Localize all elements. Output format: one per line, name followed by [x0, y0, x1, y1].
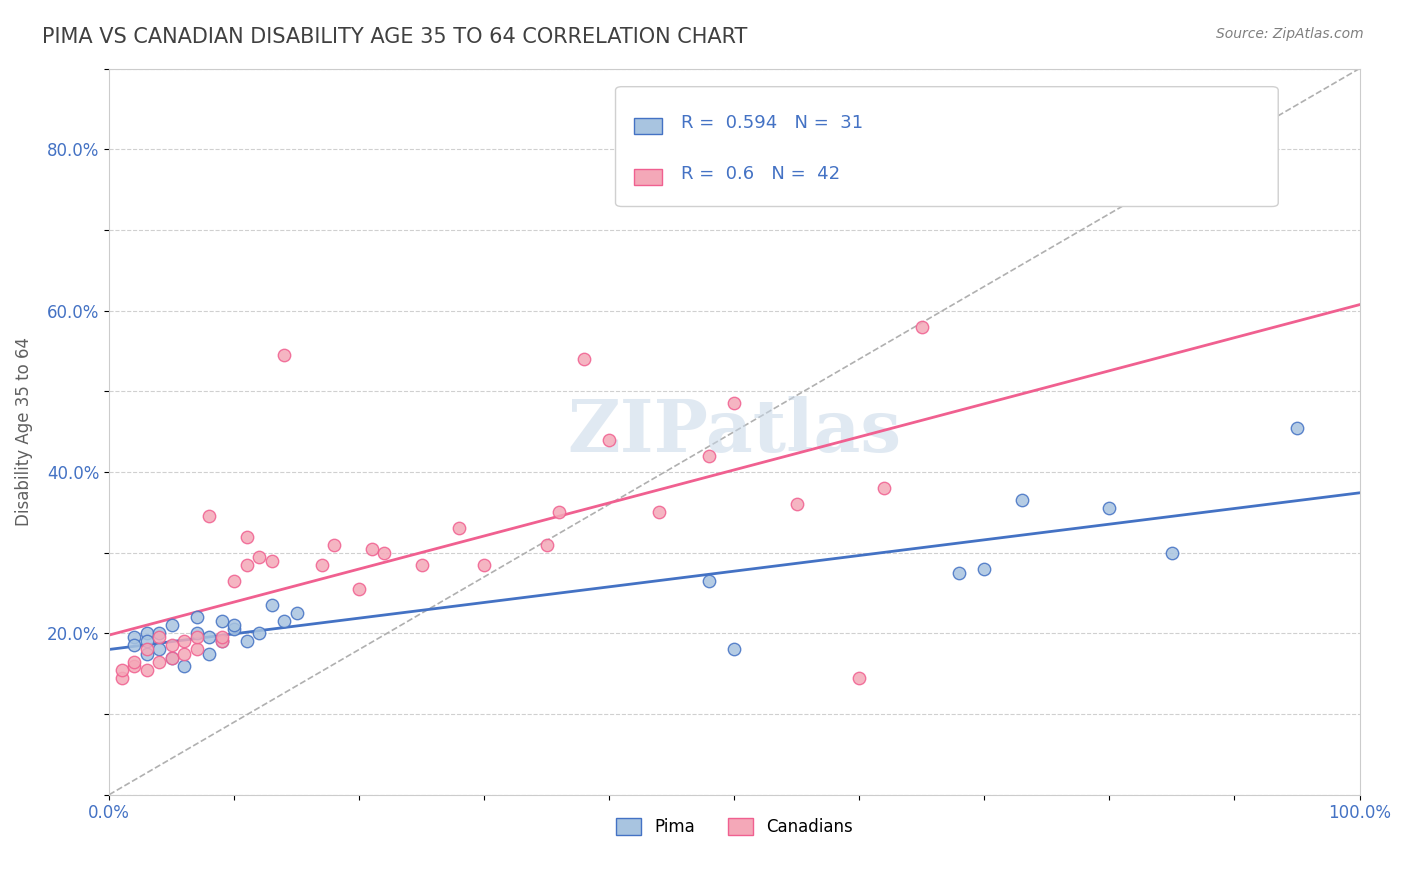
Y-axis label: Disability Age 35 to 64: Disability Age 35 to 64	[15, 337, 32, 526]
Text: Source: ZipAtlas.com: Source: ZipAtlas.com	[1216, 27, 1364, 41]
Point	[235, 529, 257, 543]
Point	[598, 433, 620, 447]
Point	[211, 614, 233, 628]
Point	[247, 549, 270, 564]
Text: R =  0.6   N =  42: R = 0.6 N = 42	[681, 165, 839, 183]
Point	[122, 658, 145, 673]
Point	[373, 546, 395, 560]
Point	[848, 671, 870, 685]
Point	[548, 505, 571, 519]
Point	[186, 631, 208, 645]
Point	[148, 642, 170, 657]
Point	[122, 639, 145, 653]
Point	[411, 558, 433, 572]
Point	[160, 650, 183, 665]
Point	[449, 521, 471, 535]
Point	[224, 622, 246, 636]
Point	[186, 610, 208, 624]
Text: ZIPatlas: ZIPatlas	[567, 396, 901, 467]
Point	[786, 497, 808, 511]
Point	[235, 634, 257, 648]
Point	[160, 639, 183, 653]
Point	[723, 642, 745, 657]
Point	[472, 558, 495, 572]
Point	[211, 634, 233, 648]
Legend: Pima, Canadians: Pima, Canadians	[607, 810, 862, 845]
Point	[360, 541, 382, 556]
Point	[723, 396, 745, 410]
Point	[173, 634, 195, 648]
FancyBboxPatch shape	[634, 169, 662, 185]
Point	[135, 642, 157, 657]
Point	[1161, 546, 1184, 560]
Point	[224, 574, 246, 588]
Text: R =  0.594   N =  31: R = 0.594 N = 31	[681, 114, 863, 132]
Point	[211, 631, 233, 645]
Point	[697, 574, 720, 588]
Point	[186, 642, 208, 657]
Point	[148, 631, 170, 645]
Point	[911, 319, 934, 334]
Point	[285, 606, 308, 620]
Point	[323, 538, 346, 552]
Point	[273, 614, 295, 628]
Point	[198, 631, 221, 645]
Point	[648, 505, 671, 519]
Point	[873, 481, 896, 495]
Point	[536, 538, 558, 552]
Point	[135, 663, 157, 677]
FancyBboxPatch shape	[634, 118, 662, 134]
Point	[311, 558, 333, 572]
Point	[122, 631, 145, 645]
Point	[347, 582, 370, 596]
Point	[110, 663, 132, 677]
Point	[198, 647, 221, 661]
Point	[173, 658, 195, 673]
Point	[186, 626, 208, 640]
Point	[135, 634, 157, 648]
Point	[697, 449, 720, 463]
Point	[148, 626, 170, 640]
Point	[224, 618, 246, 632]
Point	[198, 509, 221, 524]
Point	[122, 655, 145, 669]
Point	[273, 348, 295, 362]
Point	[135, 626, 157, 640]
Point	[260, 598, 283, 612]
Point	[260, 554, 283, 568]
Point	[160, 650, 183, 665]
Point	[148, 655, 170, 669]
Point	[160, 618, 183, 632]
Point	[110, 671, 132, 685]
Point	[135, 647, 157, 661]
Point	[1285, 420, 1308, 434]
FancyBboxPatch shape	[616, 87, 1278, 206]
Point	[173, 647, 195, 661]
Point	[211, 634, 233, 648]
Point	[247, 626, 270, 640]
Point	[973, 562, 995, 576]
Point	[235, 558, 257, 572]
Point	[948, 566, 970, 580]
Point	[1098, 501, 1121, 516]
Point	[574, 351, 596, 366]
Point	[1011, 493, 1033, 508]
Text: PIMA VS CANADIAN DISABILITY AGE 35 TO 64 CORRELATION CHART: PIMA VS CANADIAN DISABILITY AGE 35 TO 64…	[42, 27, 748, 46]
